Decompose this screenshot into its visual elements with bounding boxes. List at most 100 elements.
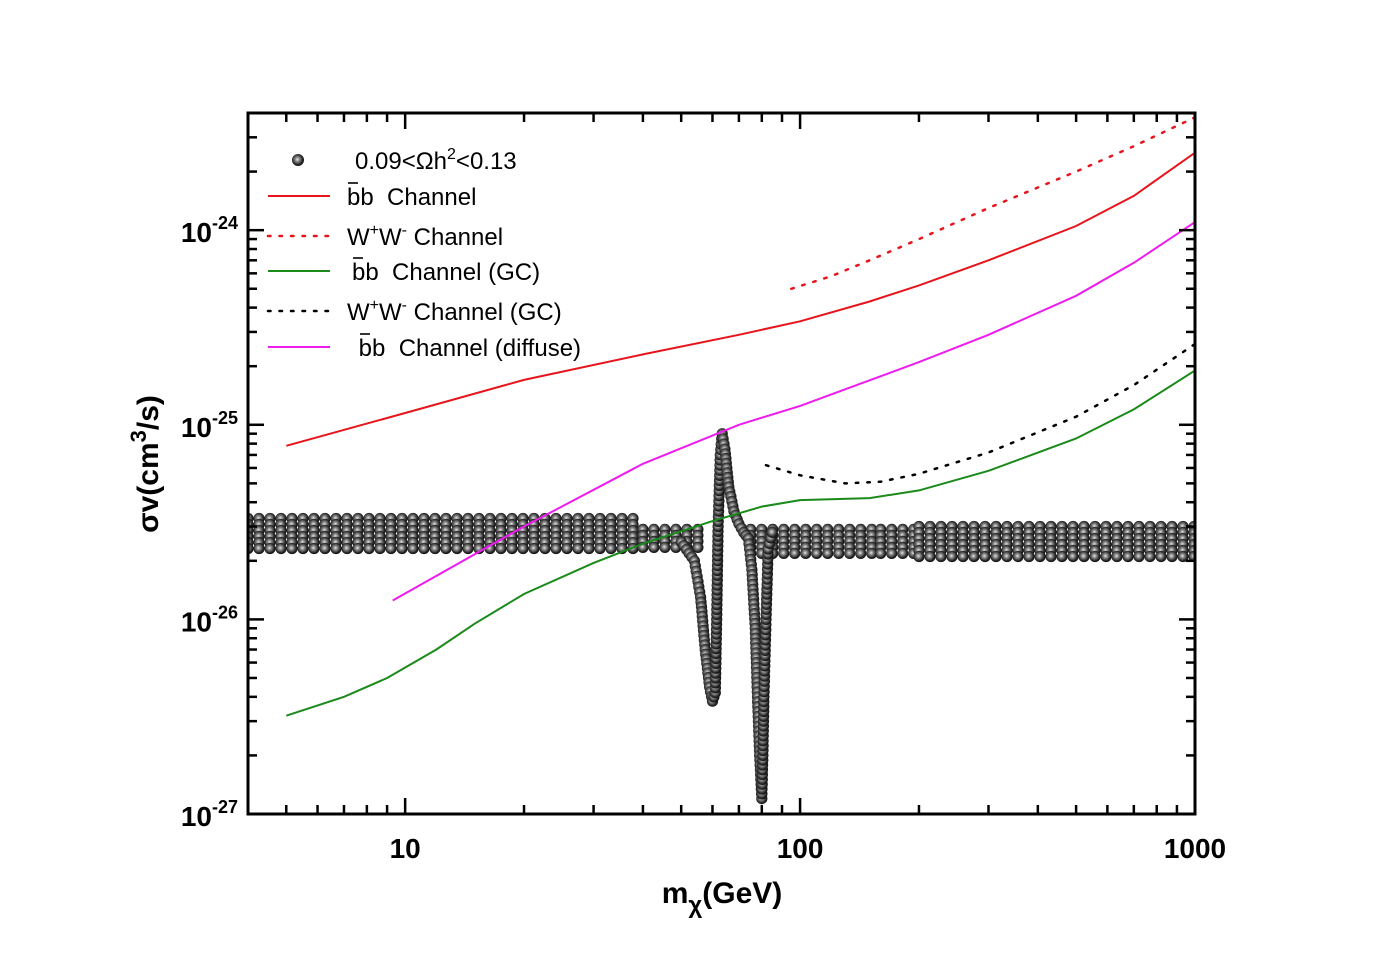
scatter-point	[440, 542, 452, 555]
scatter-point	[1056, 550, 1068, 563]
scatter-point	[855, 547, 867, 560]
scatter-point	[506, 542, 518, 555]
scatter-point	[1001, 550, 1013, 563]
scatter-point	[811, 547, 823, 560]
bb-diffuse-line	[392, 221, 1195, 602]
plot-frame	[246, 111, 1197, 816]
scatter-point	[1177, 550, 1189, 563]
legend-item-bb-gc: bb Channel (GC)	[268, 257, 540, 286]
scatter-point	[1188, 550, 1195, 563]
scatter-point	[1144, 550, 1156, 563]
scatter-point	[1111, 550, 1123, 563]
scatter-point	[800, 547, 812, 560]
scatter-point	[253, 542, 265, 555]
scatter-point	[1133, 550, 1145, 563]
scatter-point	[319, 542, 331, 555]
legend-item-ww-channel: W+W- Channel	[266, 222, 503, 251]
scatter-point	[407, 542, 419, 555]
y-tick-label: 10-27	[181, 797, 238, 832]
scatter-point	[913, 550, 925, 563]
x-tick-label: 100	[777, 833, 824, 864]
scatter-point	[462, 542, 474, 555]
scatter-point	[979, 550, 991, 563]
y-axis-label: σv(cm3/s)	[126, 395, 165, 533]
scatter-point	[844, 547, 856, 560]
plot-area	[248, 116, 1195, 805]
scatter-point	[648, 541, 660, 554]
scatter-point	[528, 542, 540, 555]
scatter-point	[374, 542, 386, 555]
x-tick-label: 1000	[1164, 833, 1226, 864]
svg-text:bb Channel: bb Channel	[347, 184, 476, 211]
legend-item-bb-channel: bb Channel	[268, 182, 476, 211]
scatter-point	[935, 550, 947, 563]
scatter-point	[957, 550, 969, 563]
legend: 0.09<Ωh2<0.13 bb Channel W+W- Channel bb…	[266, 146, 581, 362]
scatter-point	[594, 542, 606, 555]
scatter-point	[352, 542, 364, 555]
y-tick-label: 10-24	[181, 213, 238, 248]
x-tick-label: 10	[390, 833, 421, 864]
scatter-point	[418, 542, 430, 555]
y-tick-label: 10-26	[181, 602, 238, 637]
scatter-point	[495, 542, 507, 555]
scatter-point	[583, 542, 595, 555]
legend-marker-scatter	[292, 154, 304, 166]
scatter-point	[1089, 550, 1101, 563]
scatter-point	[484, 542, 496, 555]
scatter-point	[451, 542, 463, 555]
scatter-point	[1045, 550, 1057, 563]
scatter-point	[275, 542, 287, 555]
svg-text:0.09<Ωh2<0.13: 0.09<Ωh2<0.13	[355, 146, 517, 175]
scatter-point	[778, 547, 790, 560]
scatter-point	[1122, 550, 1134, 563]
scatter-point	[897, 547, 909, 560]
scatter-point	[1078, 550, 1090, 563]
scatter-point	[572, 542, 584, 555]
scatter-point	[1166, 550, 1178, 563]
scatter-point	[341, 542, 353, 555]
scatter-point	[517, 542, 529, 555]
y-tick-label: 10-25	[181, 408, 238, 443]
bb-gc-line	[285, 369, 1195, 717]
scatter-layer	[248, 428, 1195, 805]
scatter-point	[385, 542, 397, 555]
scatter-point	[789, 547, 801, 560]
scatter-point	[766, 526, 778, 539]
scatter-point	[990, 550, 1002, 563]
scatter-point	[396, 542, 408, 555]
scatter-point	[946, 550, 958, 563]
scatter-point	[1023, 550, 1035, 563]
scatter-point	[1100, 550, 1112, 563]
scatter-point	[1034, 550, 1046, 563]
scatter-point	[363, 542, 375, 555]
svg-text:W+W- Channel (GC): W+W- Channel (GC)	[347, 297, 562, 326]
scatter-point	[866, 547, 878, 560]
scatter-point	[539, 542, 551, 555]
scatter-point	[968, 550, 980, 563]
scatter-point	[429, 542, 441, 555]
tick-labels: 10 100 1000 10-27 10-26 10-25 10-24	[181, 213, 1226, 864]
line-layer	[285, 116, 1195, 717]
svg-text:W+W- Channel: W+W- Channel	[347, 222, 503, 251]
scatter-point	[286, 542, 298, 555]
legend-item-relic-density: 0.09<Ωh2<0.13	[292, 146, 517, 175]
scatter-point	[659, 541, 671, 554]
legend-item-ww-gc: W+W- Channel (GC)	[266, 297, 562, 326]
scatter-point	[264, 542, 276, 555]
svg-text:bb Channel (diffuse): bb Channel (diffuse)	[352, 335, 581, 362]
scatter-point	[924, 550, 936, 563]
scatter-point	[297, 542, 309, 555]
scatter-point	[330, 542, 342, 555]
scatter-point	[550, 542, 562, 555]
ww-channel-line	[790, 116, 1195, 291]
scatter-point	[875, 547, 887, 560]
scatter-point	[692, 541, 704, 554]
scatter-point	[605, 542, 617, 555]
scatter-point	[1012, 550, 1024, 563]
legend-item-bb-diffuse: bb Channel (diffuse)	[268, 333, 581, 362]
scatter-point	[886, 547, 898, 560]
scatter-point	[1155, 550, 1167, 563]
scatter-point	[822, 547, 834, 560]
svg-text:bb Channel (GC): bb Channel (GC)	[352, 259, 540, 286]
